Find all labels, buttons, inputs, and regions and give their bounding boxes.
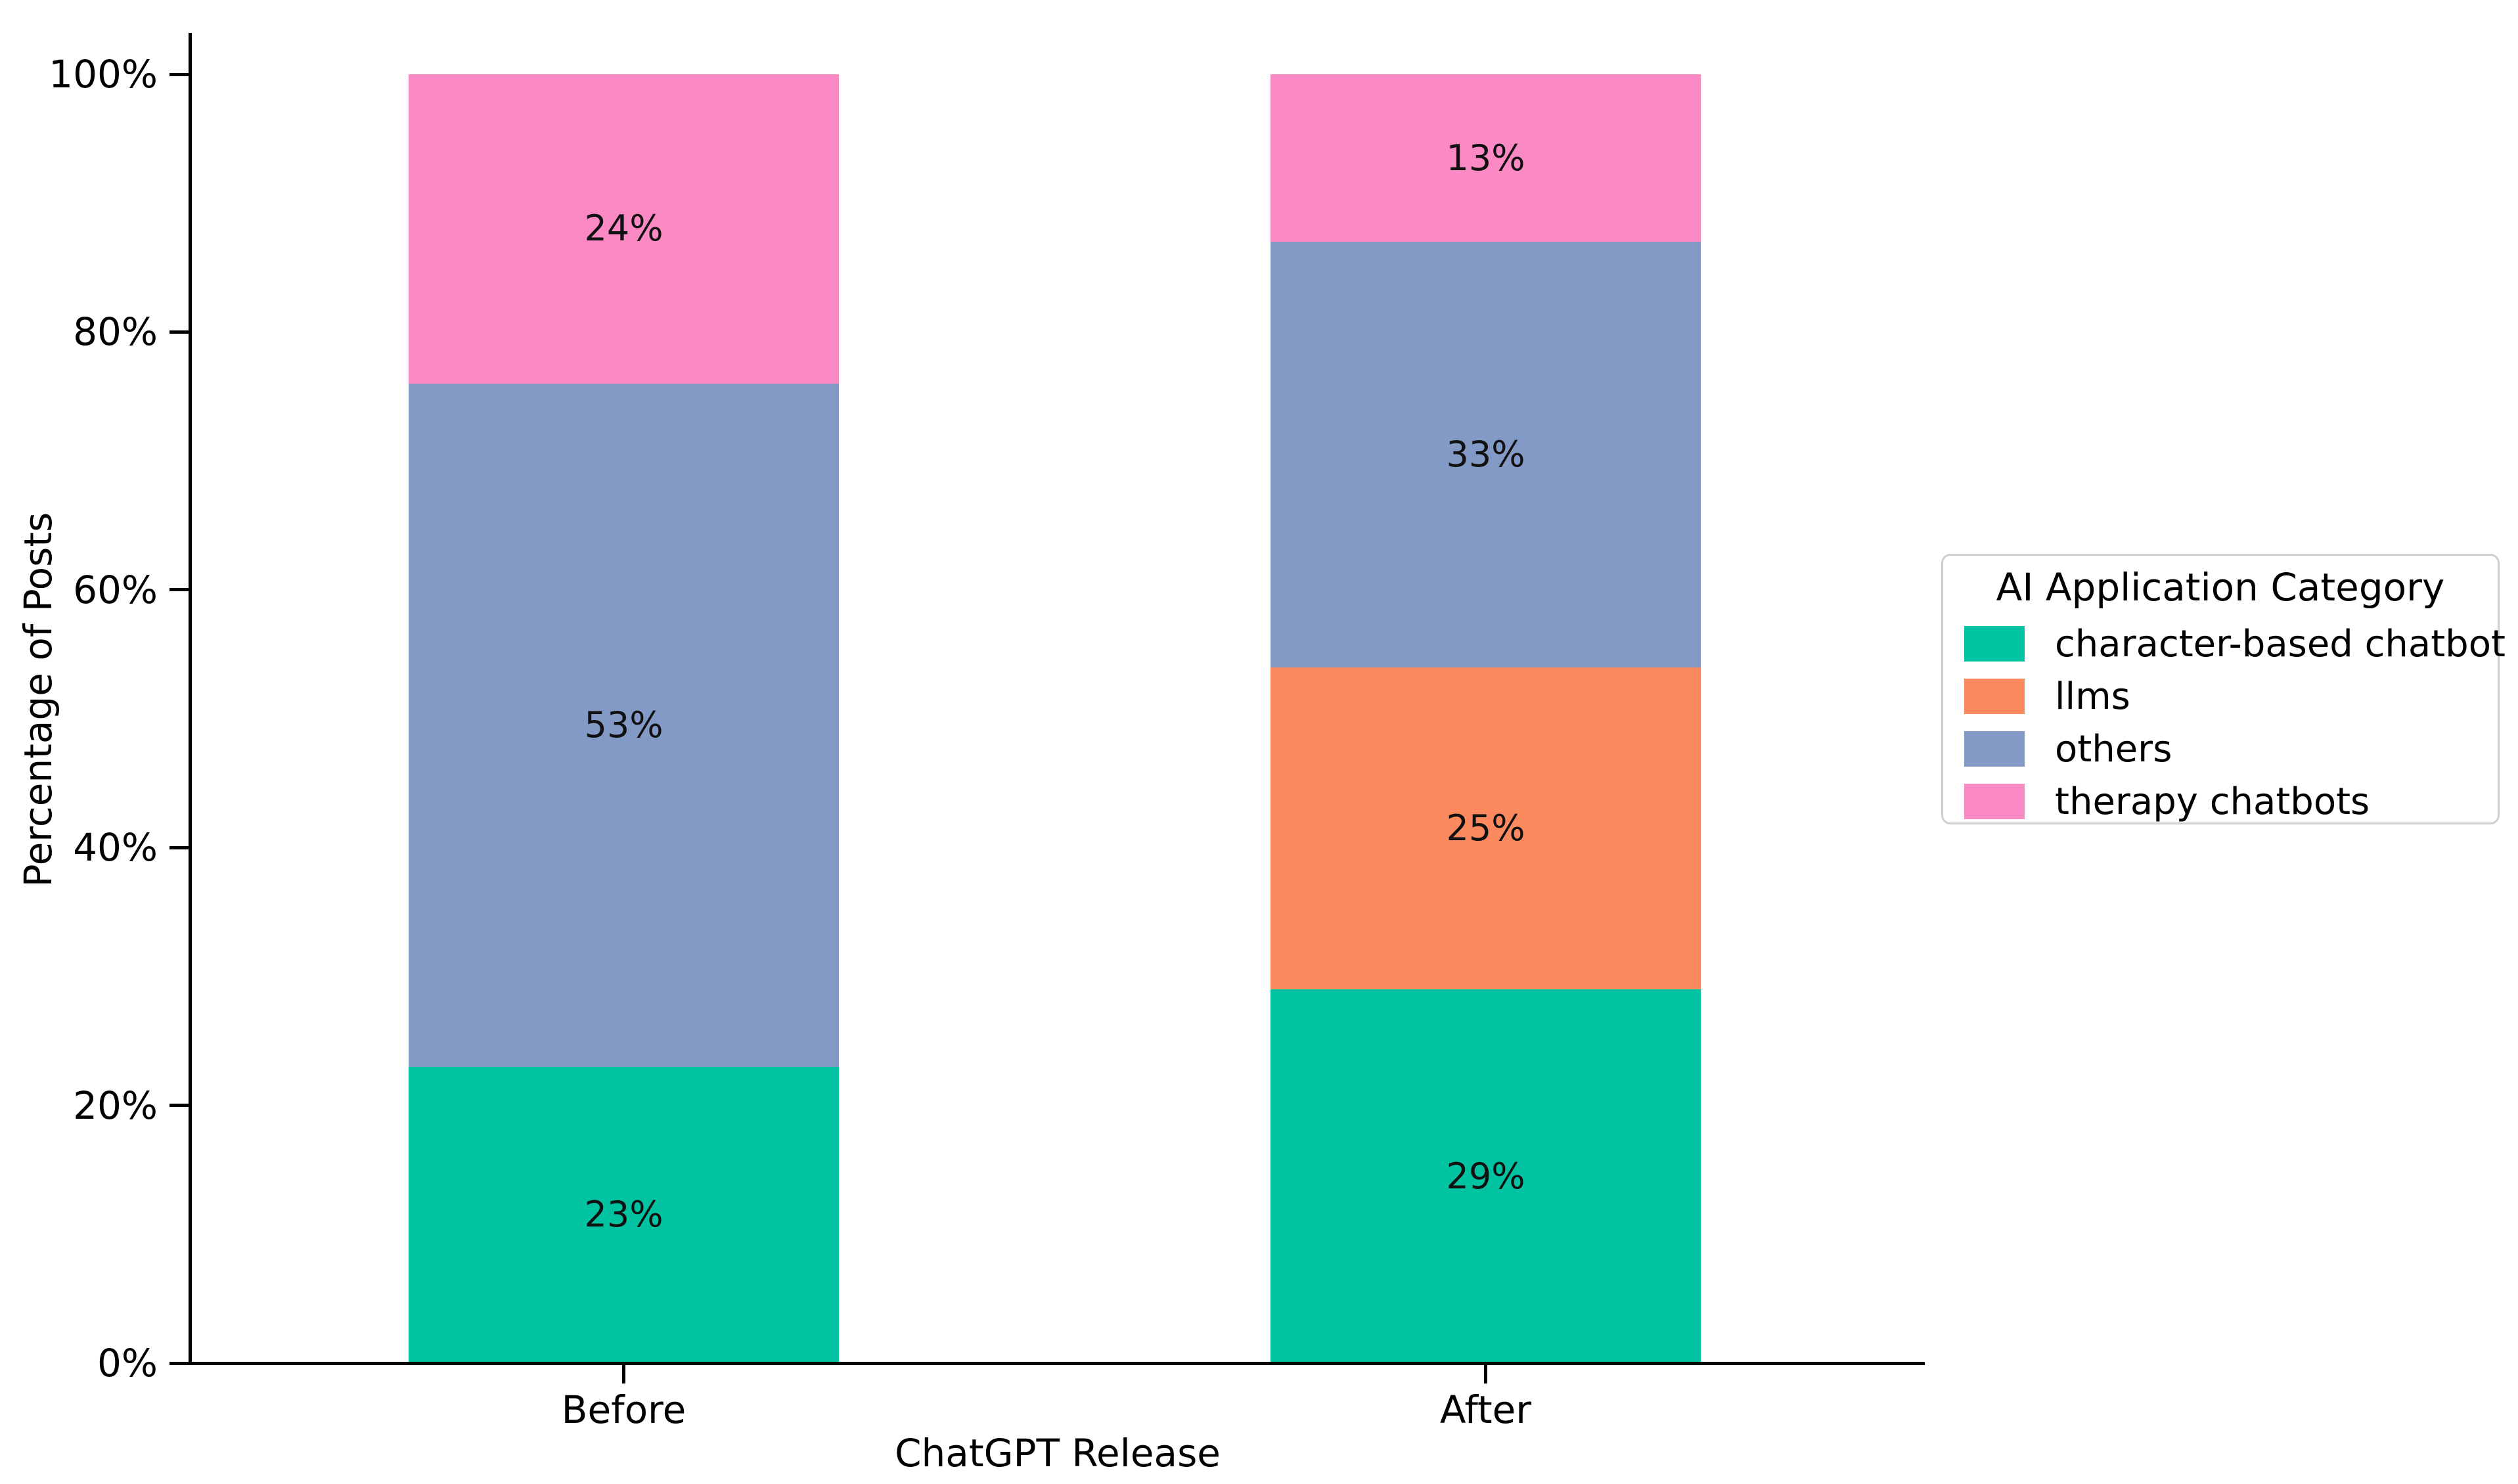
y-tick-label-80: 80%: [73, 309, 158, 355]
bar-segment-value-label: 29%: [1446, 1155, 1525, 1197]
y-axis-spine: [189, 33, 192, 1365]
legend-item-others: others: [1943, 723, 2498, 775]
legend-swatch-character-based-chatbot: [1964, 626, 2025, 662]
plot-area: 23% 53% 24% 29% 25% 33% 13%: [191, 36, 1925, 1363]
y-tick-label-100: 100%: [49, 52, 158, 97]
legend-swatch-therapy-chatbots: [1964, 784, 2025, 819]
legend-item-label-character-based-chatbot: character-based chatbot: [2055, 622, 2506, 665]
bar-segment-after-llms: 25%: [1270, 667, 1701, 990]
legend-items: character-based chatbot llms others therapy…: [1943, 618, 2506, 828]
y-tick-label-0: 0%: [97, 1341, 158, 1385]
bar-segment-value-label: 24%: [584, 208, 663, 250]
bar-segment-after-others: 33%: [1270, 242, 1701, 667]
legend-item-character-based-chatbot: character-based chatbot: [1943, 618, 2506, 670]
bar-segment-before-therapy-chatbots: 24%: [409, 74, 839, 384]
bar-segment-value-label: 23%: [584, 1194, 663, 1236]
bar-segment-before-others: 53%: [409, 383, 839, 1067]
x-tick-mark-after: [1484, 1365, 1487, 1383]
bar-segment-value-label: 33%: [1446, 433, 1525, 475]
y-tick-mark-80: [169, 330, 191, 334]
bar-segment-after-therapy-chatbots: 13%: [1270, 74, 1701, 242]
y-tick-mark-20: [169, 1104, 191, 1108]
bar-segment-value-label: 53%: [584, 704, 663, 746]
y-tick-mark-100: [169, 72, 191, 76]
x-tick-mark-before: [622, 1365, 625, 1383]
bar-segment-value-label: 25%: [1446, 807, 1525, 849]
legend-item-label-llms: llms: [2055, 675, 2130, 718]
x-tick-label-after: After: [1439, 1387, 1532, 1432]
bar-segment-after-character-based-chatbot: 29%: [1270, 989, 1701, 1363]
y-tick-mark-0: [169, 1361, 191, 1365]
legend-title: AI Application Category: [1996, 565, 2445, 610]
legend-item-therapy-chatbots: therapy chatbots: [1943, 775, 2498, 828]
legend-box: AI Application Category character-based …: [1941, 554, 2506, 824]
y-tick-mark-60: [169, 588, 191, 592]
bar-segment-value-label: 13%: [1446, 137, 1525, 179]
y-tick-mark-40: [169, 845, 191, 849]
x-axis-label: ChatGPT Release: [895, 1431, 1221, 1475]
y-tick-label-20: 20%: [73, 1083, 158, 1128]
x-axis-spine: [189, 1362, 1925, 1365]
bar-segment-before-character-based-chatbot: 23%: [409, 1066, 839, 1363]
y-tick-label-60: 60%: [73, 567, 158, 612]
legend-item-llms: llms: [1943, 670, 2498, 723]
x-tick-label-before: Before: [561, 1387, 686, 1432]
legend-item-label-therapy-chatbots: therapy chatbots: [2055, 780, 2370, 823]
legend-swatch-others: [1964, 731, 2025, 767]
legend-item-label-others: others: [2055, 727, 2172, 771]
y-tick-label-40: 40%: [73, 825, 158, 870]
legend-swatch-llms: [1964, 679, 2025, 714]
